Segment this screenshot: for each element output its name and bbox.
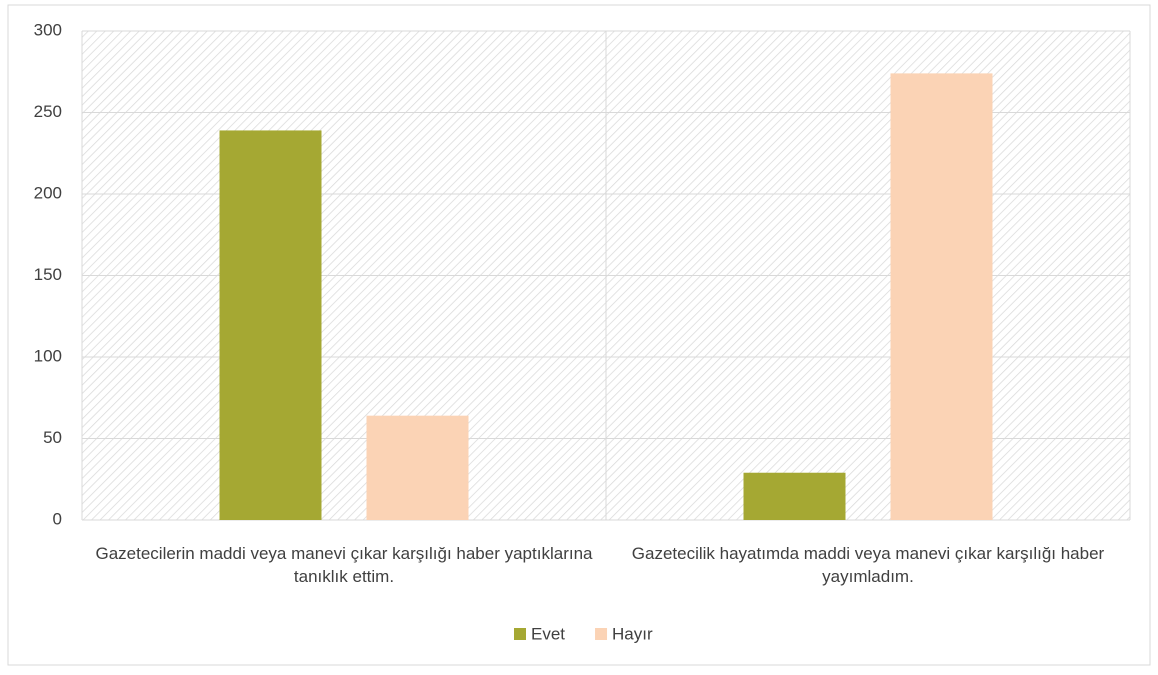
y-tick-label: 300 bbox=[34, 20, 62, 39]
bar bbox=[366, 415, 469, 520]
chart-border bbox=[7, 4, 1151, 666]
bar bbox=[743, 472, 846, 520]
bar bbox=[219, 130, 322, 520]
y-tick-label: 200 bbox=[34, 183, 62, 202]
y-tick-label: 100 bbox=[34, 346, 62, 365]
legend-swatch bbox=[595, 628, 608, 640]
y-tick-label: 150 bbox=[34, 265, 62, 284]
y-tick-label: 0 bbox=[53, 509, 62, 528]
x-tick-label: Gazetecilerin maddi veya manevi çıkar ka… bbox=[95, 544, 593, 586]
legend-swatch bbox=[514, 628, 526, 640]
x-tick-label: Gazetecilik hayatımda maddi veya manevi … bbox=[631, 544, 1105, 586]
y-tick-label: 250 bbox=[34, 102, 62, 121]
legend-label: Hayır bbox=[612, 624, 653, 643]
bar bbox=[890, 73, 993, 520]
y-tick-label: 50 bbox=[43, 428, 62, 447]
legend-label: Evet bbox=[531, 624, 565, 643]
